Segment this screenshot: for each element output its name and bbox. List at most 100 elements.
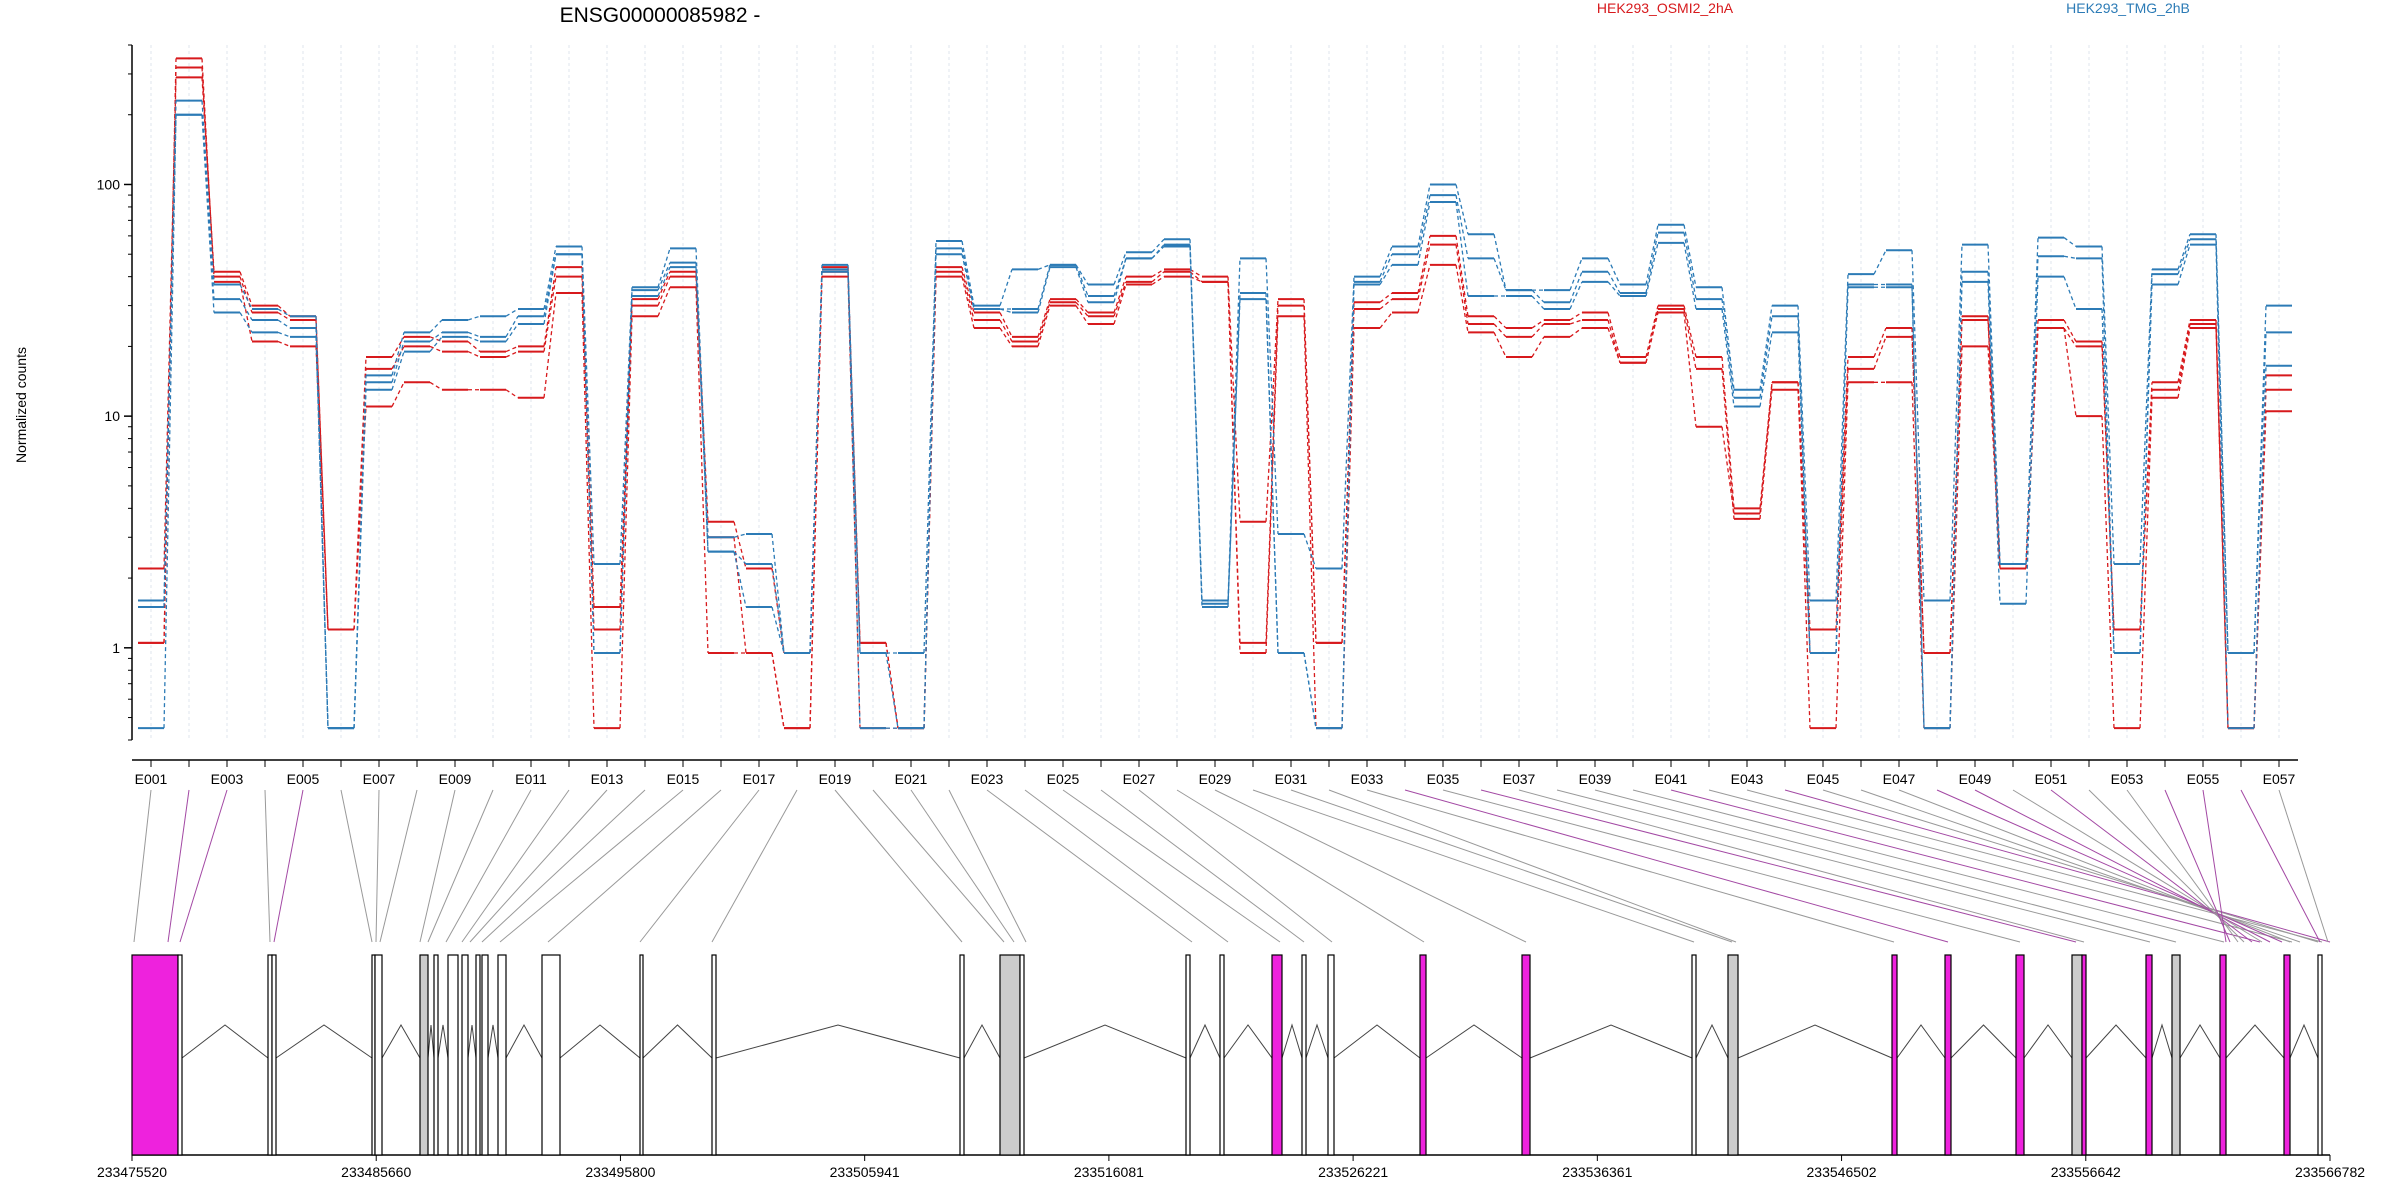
exon-connector	[1442, 789, 2021, 943]
series-connector	[391, 332, 405, 376]
x-tick-label: E039	[1579, 771, 1612, 787]
exon-box	[2171, 954, 2181, 1156]
exon-connector	[2088, 789, 2245, 943]
series-connector	[695, 287, 709, 653]
series-connector	[581, 293, 595, 729]
exon-box	[1185, 954, 1191, 1156]
exon-connector	[711, 789, 798, 943]
exon-box	[271, 954, 277, 1156]
intron-line	[1023, 1024, 1187, 1059]
series-connector	[1835, 287, 1849, 653]
series-connector	[1797, 382, 1811, 630]
coord-label: 233556642	[2051, 1164, 2121, 1180]
series-connector	[429, 381, 443, 391]
series-connector	[1075, 264, 1089, 285]
series-connector	[543, 254, 557, 325]
series-connector	[239, 312, 253, 333]
series-connector	[2063, 327, 2077, 417]
exon-box	[461, 954, 469, 1156]
intron-line	[381, 1023, 421, 1059]
series-connector	[1569, 271, 1583, 303]
exon-connectors	[133, 789, 2331, 943]
exon-connector	[1556, 789, 2151, 943]
intron-line	[559, 1024, 641, 1059]
series-connector	[1949, 281, 1963, 729]
exon-connector	[1822, 789, 2319, 943]
series-connector	[1759, 305, 1773, 390]
exon-box	[1019, 954, 1025, 1156]
exon-box	[2015, 954, 2025, 1156]
exon-connector	[1290, 789, 1733, 943]
exon-box	[2081, 954, 2087, 1156]
series-connector	[2101, 258, 2115, 653]
intron-line	[2085, 1024, 2147, 1059]
exon-connector	[1062, 789, 1281, 943]
x-tick-label: E025	[1047, 771, 1080, 787]
exon-connector	[1366, 789, 1895, 943]
intron-line	[2023, 1024, 2073, 1059]
series-connector	[1151, 246, 1165, 259]
chart-title: ENSG00000085982 -	[560, 4, 761, 27]
exon-box	[1271, 954, 1283, 1156]
exon-connector	[375, 789, 380, 943]
series-lines	[138, 57, 2292, 730]
exon-connector	[639, 789, 760, 943]
exon-connector	[1518, 789, 2085, 943]
series	[138, 113, 2292, 730]
series-connector	[1531, 323, 1545, 338]
series-connector	[581, 254, 595, 653]
x-tick-label: E003	[211, 771, 244, 787]
series-connector	[733, 551, 747, 565]
series-connector	[1683, 312, 1697, 427]
series-connector	[505, 308, 519, 317]
exon-connector	[1252, 789, 1695, 943]
intron-line	[715, 1024, 961, 1059]
exon-connector	[264, 789, 271, 943]
series-connector	[1455, 194, 1469, 259]
series-connector	[1037, 305, 1051, 347]
series-connector	[1683, 224, 1697, 288]
series-connector	[771, 652, 785, 729]
series-connector	[1265, 299, 1279, 522]
series-connector	[1569, 327, 1583, 338]
series-connector	[277, 331, 291, 338]
x-tick-label: E053	[2111, 771, 2144, 787]
intron-line	[642, 1024, 713, 1059]
series-connector	[1189, 271, 1203, 283]
series-connector	[1645, 232, 1659, 294]
series-connector	[1417, 201, 1431, 265]
x-tick-label: E013	[591, 771, 624, 787]
exon-connector	[167, 789, 190, 943]
exon-box	[475, 954, 481, 1156]
series-connector	[429, 331, 443, 343]
series-connector	[1607, 281, 1621, 297]
coord-label: 233475520	[97, 1164, 167, 1180]
series-connector	[353, 389, 367, 729]
series-connector	[2025, 276, 2039, 604]
series-connector	[543, 276, 557, 352]
series-connector	[467, 336, 481, 343]
exon-box	[1219, 954, 1225, 1156]
series-connector	[467, 350, 481, 358]
series-connector	[2139, 389, 2153, 630]
series-connector	[1759, 382, 1773, 514]
series-connector	[923, 241, 937, 653]
series-connector	[1151, 238, 1165, 253]
exon-box	[2071, 954, 2083, 1156]
series-connector	[695, 262, 709, 552]
series-connector	[1493, 258, 1507, 291]
series-connector	[1379, 264, 1393, 285]
coord-label: 233516081	[1074, 1164, 1144, 1180]
y-tick-label: 100	[97, 176, 121, 192]
series-connector	[1341, 284, 1355, 729]
intron-line	[1305, 1023, 1329, 1059]
series-connector	[999, 312, 1013, 338]
coord-label: 233485660	[341, 1164, 411, 1180]
intron-line	[181, 1024, 269, 1059]
intron-line	[1950, 1024, 2017, 1059]
exon-connector	[1784, 789, 2331, 943]
exon-box	[999, 954, 1021, 1156]
series-connector	[1303, 316, 1317, 729]
series-connector	[1151, 271, 1165, 283]
series-connector	[239, 276, 253, 313]
